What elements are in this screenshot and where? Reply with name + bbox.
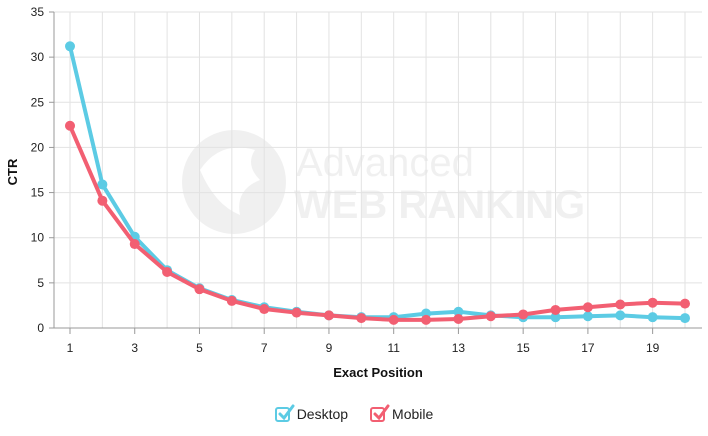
x-tick-label: 17 [581,341,595,355]
data-point-mobile[interactable] [129,239,140,250]
x-tick-label: 9 [326,341,333,355]
data-point-mobile[interactable] [615,299,626,310]
legend: Desktop Mobile [0,404,708,422]
data-point-mobile[interactable] [680,298,690,309]
x-tick-label: 11 [387,341,400,355]
advanced-web-ranking-watermark-logo: Advanced WEB RANKING [182,130,585,234]
data-point-desktop[interactable] [97,179,108,190]
checkbox-icon [274,404,295,422]
data-point-desktop[interactable] [615,310,626,321]
data-point-mobile[interactable] [65,120,75,131]
y-tick-label: 15 [31,186,45,200]
data-point-desktop[interactable] [582,311,593,322]
data-point-desktop[interactable] [453,306,464,317]
x-tick-label: 19 [646,341,660,355]
data-point-desktop[interactable] [647,312,658,323]
data-point-mobile[interactable] [421,314,432,325]
data-point-mobile[interactable] [647,297,658,308]
x-tick-label: 13 [452,341,466,355]
data-point-desktop[interactable] [65,41,75,52]
svg-text:Advanced: Advanced [296,141,474,185]
legend-label: Desktop [296,406,349,422]
data-point-mobile[interactable] [291,307,302,318]
data-point-mobile[interactable] [259,304,270,315]
legend-item-desktop[interactable]: Desktop [274,404,349,422]
x-tick-label: 7 [261,341,268,355]
x-axis-title: Exact Position [333,365,423,380]
y-tick-label: 10 [31,231,45,245]
data-point-mobile[interactable] [518,309,529,320]
y-tick-label: 30 [31,50,45,64]
x-tick-label: 5 [196,341,203,355]
data-point-mobile[interactable] [582,302,593,313]
y-tick-label: 25 [31,95,45,109]
y-tick-label: 5 [37,276,44,290]
data-point-desktop[interactable] [680,313,690,324]
series-mobile [65,120,690,325]
series-line-mobile [68,123,687,322]
x-tick-label: 3 [131,341,138,355]
legend-item-mobile[interactable]: Mobile [370,404,434,422]
checkbox-icon [370,404,390,422]
data-point-mobile[interactable] [485,311,496,322]
grid-lines [54,11,702,328]
data-point-desktop[interactable] [550,312,561,323]
y-axis-title: CTR [5,158,20,185]
data-point-mobile[interactable] [194,284,205,295]
svg-text:WEB RANKING: WEB RANKING [294,183,585,227]
data-point-mobile[interactable] [388,314,399,325]
x-tick-label: 1 [67,341,74,355]
y-tick-label: 0 [37,321,44,335]
data-point-mobile[interactable] [226,295,237,306]
data-point-mobile[interactable] [97,195,108,206]
x-tick-label: 15 [516,341,530,355]
data-point-mobile[interactable] [550,304,561,315]
data-point-mobile[interactable] [323,310,334,321]
legend-label: Mobile [392,406,434,422]
data-point-mobile[interactable] [356,313,367,324]
series-layer [65,41,690,325]
y-tick-label: 20 [31,140,45,154]
data-point-mobile[interactable] [162,267,173,278]
data-point-mobile[interactable] [453,313,464,324]
y-tick-label: 35 [31,5,45,19]
